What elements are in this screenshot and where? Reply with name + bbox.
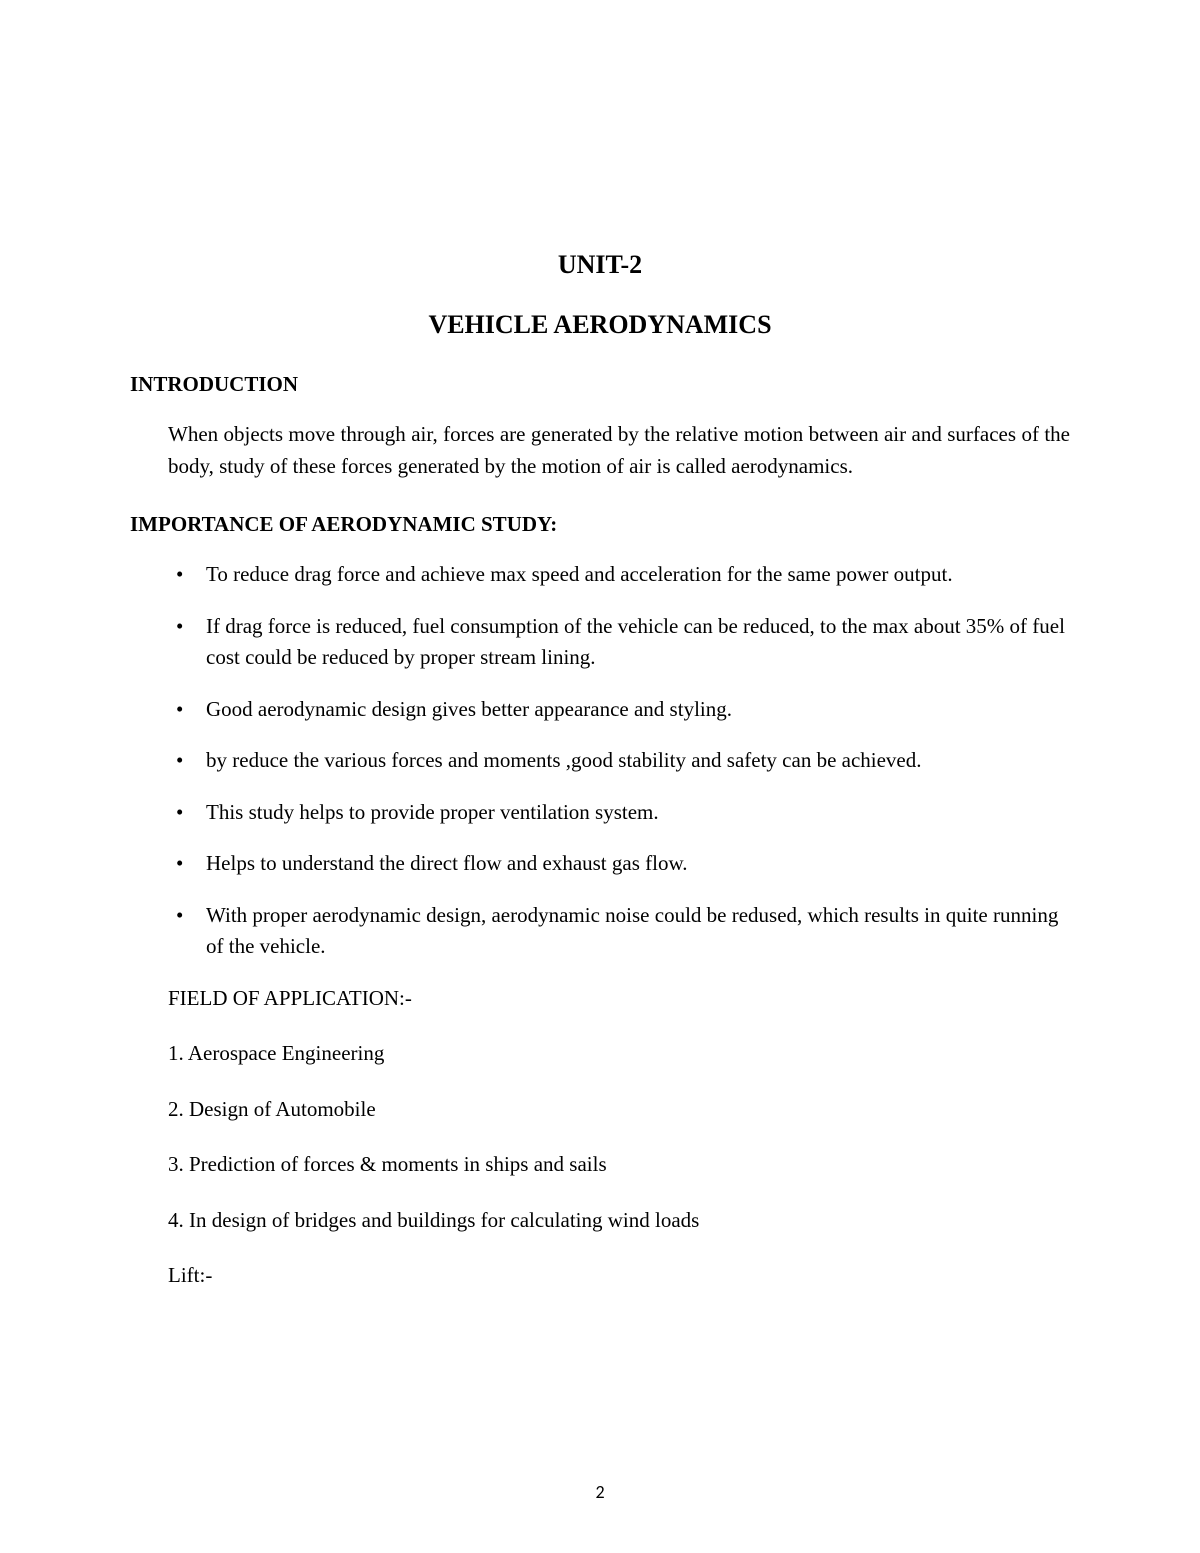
importance-heading: IMPORTANCE OF AERODYNAMIC STUDY: xyxy=(130,512,1070,537)
list-item: by reduce the various forces and moments… xyxy=(168,745,1070,777)
numbered-item: 2. Design of Automobile xyxy=(168,1094,1070,1126)
list-item: Helps to understand the direct flow and … xyxy=(168,848,1070,880)
list-item: To reduce drag force and achieve max spe… xyxy=(168,559,1070,591)
introduction-paragraph: When objects move through air, forces ar… xyxy=(168,419,1070,482)
unit-title: UNIT-2 xyxy=(130,250,1070,280)
list-item: Good aerodynamic design gives better app… xyxy=(168,694,1070,726)
numbered-item: 3. Prediction of forces & moments in shi… xyxy=(168,1149,1070,1181)
list-item: With proper aerodynamic design, aerodyna… xyxy=(168,900,1070,963)
subject-title: VEHICLE AERODYNAMICS xyxy=(130,310,1070,340)
introduction-heading: INTRODUCTION xyxy=(130,372,1070,397)
lift-label: Lift:- xyxy=(168,1260,1070,1292)
numbered-item: 4. In design of bridges and buildings fo… xyxy=(168,1205,1070,1237)
importance-bullet-list: To reduce drag force and achieve max spe… xyxy=(168,559,1070,963)
numbered-item: 1. Aerospace Engineering xyxy=(168,1038,1070,1070)
field-of-application-heading: FIELD OF APPLICATION:- xyxy=(168,983,1070,1015)
list-item: If drag force is reduced, fuel consumpti… xyxy=(168,611,1070,674)
field-of-application-section: FIELD OF APPLICATION:- 1. Aerospace Engi… xyxy=(168,983,1070,1292)
page-number: 2 xyxy=(0,1481,1200,1503)
list-item: This study helps to provide proper venti… xyxy=(168,797,1070,829)
